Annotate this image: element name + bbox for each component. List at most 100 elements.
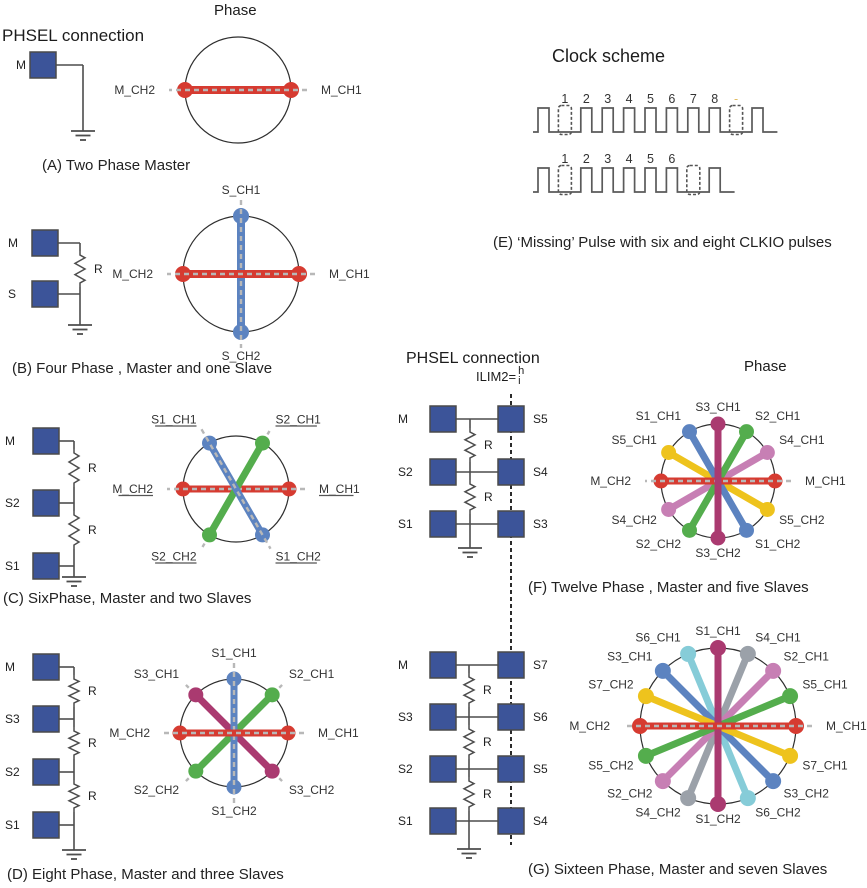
circuit-a: M — [16, 51, 95, 141]
circuit-d: M S3 S2 S1 R R R — [5, 653, 97, 860]
phase-label-S1_CH1: S1_CH1 — [151, 413, 197, 427]
pin-label-S3: S3 — [533, 517, 548, 531]
phase-label-S2_CH2: S2_CH2 — [636, 537, 682, 551]
phase-a: M_CH1 M_CH2 — [114, 36, 362, 144]
phase-label-S6_CH1: S6_CH1 — [635, 631, 681, 645]
ilim2-prefix: ILIM2= — [476, 368, 517, 384]
phsel-box-M — [429, 651, 457, 679]
phase-g: S6_CH1 S6_CH2 S4_CH1 S4_CH2 S3_CH1 S3_CH2 S2_C… — [569, 624, 867, 826]
phase-dot-S6_CH2 — [739, 790, 756, 807]
resistor — [67, 675, 81, 707]
resistor — [463, 428, 477, 462]
phase-label-S2_CH1: S2_CH1 — [755, 409, 801, 423]
phase-dot-M_CH1 — [788, 718, 804, 734]
phsel-box-M — [32, 427, 60, 455]
resistor — [462, 673, 476, 707]
resistor-label: R — [483, 683, 492, 697]
phase-c: M_CH1 M_CH2 S2_CH1 S2_CH2 S1_CH1 S1_CH2 — [112, 413, 360, 564]
phase-label-S7_CH1: S7_CH1 — [802, 758, 848, 772]
phase-dot-S_CH1 — [233, 208, 249, 224]
phase-label-S4_CH2: S4_CH2 — [611, 513, 657, 527]
phase-dot-S2_CH1 — [739, 424, 754, 440]
phase-dot-S1_CH1 — [226, 671, 242, 687]
phase-dot-S2_CH1 — [765, 662, 782, 679]
resistor — [462, 725, 476, 759]
phase-dot-S4_CH1 — [739, 645, 756, 662]
pin-label-S5: S5 — [533, 412, 548, 426]
phase-label-S1_CH2: S1_CH2 — [211, 804, 257, 818]
phsel-box-S2 — [32, 489, 60, 517]
circuit-b: M S R — [8, 229, 103, 335]
pin-label-S6: S6 — [533, 710, 548, 724]
ilim2-high: h — [518, 365, 525, 377]
phase-label-S3_CH2: S3_CH2 — [784, 787, 830, 801]
phase-label-M_CH1: M_CH1 — [826, 719, 867, 733]
phase-label-S5_CH1: S5_CH1 — [802, 678, 848, 692]
phase-f: S5_CH1 S5_CH2 S1_CH1 S1_CH2 S4_CH1 S4_CH2 S2_C… — [590, 400, 846, 560]
phsel-box-S1 — [32, 552, 60, 580]
phsel-box-S1 — [429, 807, 457, 835]
resistor-label: R — [88, 789, 97, 803]
phase-dot-S5_CH2 — [637, 747, 654, 764]
phase-label-M_CH2: M_CH2 — [114, 83, 155, 97]
phsel-box-S1 — [32, 811, 60, 839]
phase-dot-S1_CH2 — [710, 796, 726, 812]
resistor-label: R — [88, 523, 97, 537]
phase-label-S2_CH2: S2_CH2 — [134, 783, 180, 797]
ilim2-label: ILIM2= h i — [476, 365, 525, 387]
resistor-label: R — [88, 684, 97, 698]
phase-dot-S6_CH1 — [680, 645, 697, 662]
phase-dot-S2_CH2 — [654, 773, 671, 790]
pin-label-S2: S2 — [5, 765, 20, 779]
pulse-number-6: 6 — [668, 92, 675, 106]
pulse-number-5: 5 — [647, 92, 654, 106]
phase-dot-S2_CH2 — [188, 763, 204, 779]
phsel-box-M — [29, 51, 57, 79]
pin-label-M: M — [398, 412, 408, 426]
resistor-label: R — [88, 461, 97, 475]
phase-label-S6_CH2: S6_CH2 — [755, 805, 801, 819]
phase-dot-S1_CH1 — [202, 435, 217, 451]
phsel-box-M — [32, 653, 60, 681]
phase-label-S2_CH1: S2_CH1 — [289, 667, 335, 681]
phase-label-S3_CH1: S3_CH1 — [607, 649, 653, 663]
pin-label-S1: S1 — [398, 517, 413, 531]
resistor-label: R — [88, 736, 97, 750]
caption-two-phase-master: (A) Two Phase Master — [42, 157, 191, 174]
phase-label-S5_CH2: S5_CH2 — [588, 758, 634, 772]
circuit-f: M S2 S1 R R S5 S4 S3 — [398, 405, 548, 558]
phase-label-S2_CH2: S2_CH2 — [607, 787, 653, 801]
pulse-number-1: 1 — [561, 152, 568, 166]
phase-label-S7_CH2: S7_CH2 — [588, 678, 634, 692]
resistor — [462, 777, 476, 811]
phase-title-f: Phase — [744, 358, 787, 375]
resistor — [67, 449, 81, 487]
phase-dot-S5_CH2 — [759, 502, 775, 517]
phase-dot-M_CH1 — [767, 473, 783, 489]
phsel-box-S2 — [429, 755, 457, 783]
phase-dot-M_CH1 — [281, 481, 297, 497]
phase-label-S2_CH1: S2_CH1 — [276, 413, 322, 427]
pin-label-S3: S3 — [5, 712, 20, 726]
phase-label-S_CH1: S_CH1 — [222, 183, 261, 197]
resistor — [73, 251, 87, 287]
phase-dot-S1_CH1 — [710, 640, 726, 656]
caption-six-phase: (C) SixPhase, Master and two Slaves — [3, 590, 252, 607]
phsel-box-S — [31, 280, 59, 308]
pin-label-S5: S5 — [533, 762, 548, 776]
phase-label-S_CH2: S_CH2 — [222, 349, 261, 363]
phsel-box-S3 — [32, 705, 60, 733]
pulse-number-7: 7 — [690, 92, 697, 106]
phsel-box-M — [429, 405, 457, 433]
clock-signal — [533, 107, 778, 133]
resistor-label: R — [94, 262, 103, 276]
phase-label-M_CH1: M_CH1 — [805, 474, 846, 488]
phase-label-S2_CH1: S2_CH1 — [784, 649, 830, 663]
caption-missing-pulse: (E) ‘Missing’ Pulse with six and eight C… — [493, 234, 832, 251]
phase-dot-M_CH1 — [283, 82, 299, 98]
pulse-number-3: 3 — [604, 152, 611, 166]
